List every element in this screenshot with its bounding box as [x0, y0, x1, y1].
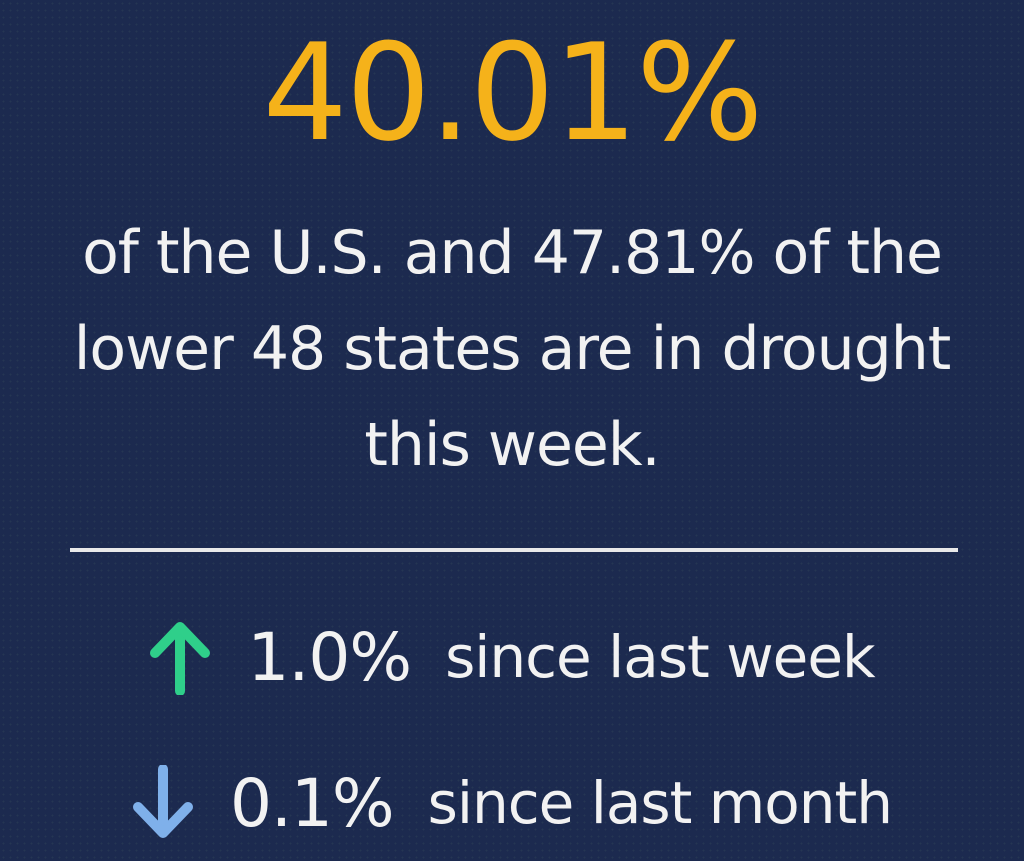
drought-description: of the U.S. and 47.81% of the lower 48 s…: [73, 218, 952, 480]
change-since-last-month: 0.1% since last month: [0, 758, 1024, 848]
change-since-last-week: 1.0% since last week: [0, 612, 1024, 702]
arrow-up-icon: [150, 622, 211, 695]
divider: [70, 548, 958, 552]
change-value-week: 1.0%: [247, 618, 412, 696]
change-label-week: since last week: [445, 623, 876, 691]
arrow-down-icon: [132, 765, 193, 838]
drought-percent-us: 40.01%: [262, 15, 764, 171]
change-value-month: 0.1%: [229, 764, 395, 842]
change-label-month: since last month: [427, 769, 893, 837]
